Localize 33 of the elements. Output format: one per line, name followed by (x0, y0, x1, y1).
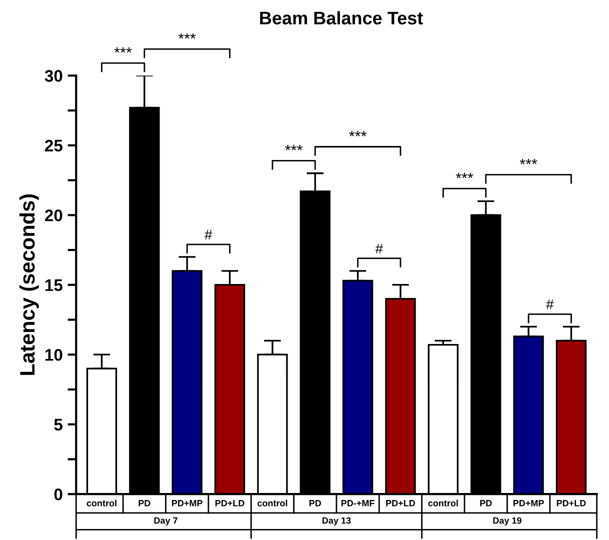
x-tick-label: PD+LD (215, 500, 244, 506)
y-tick-label: 0 (54, 488, 62, 500)
x-tick-label: control (258, 500, 288, 506)
y-tick-label: 10 (45, 349, 62, 361)
x-tick-label: PD+MP (513, 500, 544, 506)
annotation: # (375, 244, 383, 254)
y-tick-label: 15 (45, 279, 62, 292)
y-tick-label: 5 (54, 418, 62, 431)
text: *** (114, 47, 132, 53)
x-tick-label: PD (309, 500, 322, 506)
y-tick-label: 30 (44, 70, 62, 82)
x-tick-label: control (428, 500, 458, 506)
annotation: # (204, 230, 212, 240)
annotation: # (546, 300, 554, 310)
y-axis-title: Latency (seconds) (19, 194, 39, 375)
annotation: *** (456, 172, 474, 178)
text: Day 13 (322, 517, 351, 526)
text: *** (178, 33, 196, 39)
x-tick-label: PD+LD (386, 500, 416, 506)
x-tick-label: PD+LD (556, 500, 586, 506)
annotation: *** (520, 158, 538, 164)
x-tick-label: control (86, 500, 116, 506)
x-tick-label: PD (480, 500, 492, 506)
annotation: *** (285, 144, 302, 150)
x-tick-label: PD (138, 500, 150, 506)
y-tick-label: 25 (44, 140, 62, 152)
y-tick-label: 20 (44, 210, 62, 222)
annotation: *** (349, 130, 366, 136)
x-tick-label: PD-+MF (341, 500, 374, 506)
text: Day 7 (154, 517, 178, 526)
chart-title: Beam Balance Test (260, 11, 423, 24)
x-tick-label: PD+MP (172, 500, 202, 506)
text: Day 19 (493, 517, 522, 526)
